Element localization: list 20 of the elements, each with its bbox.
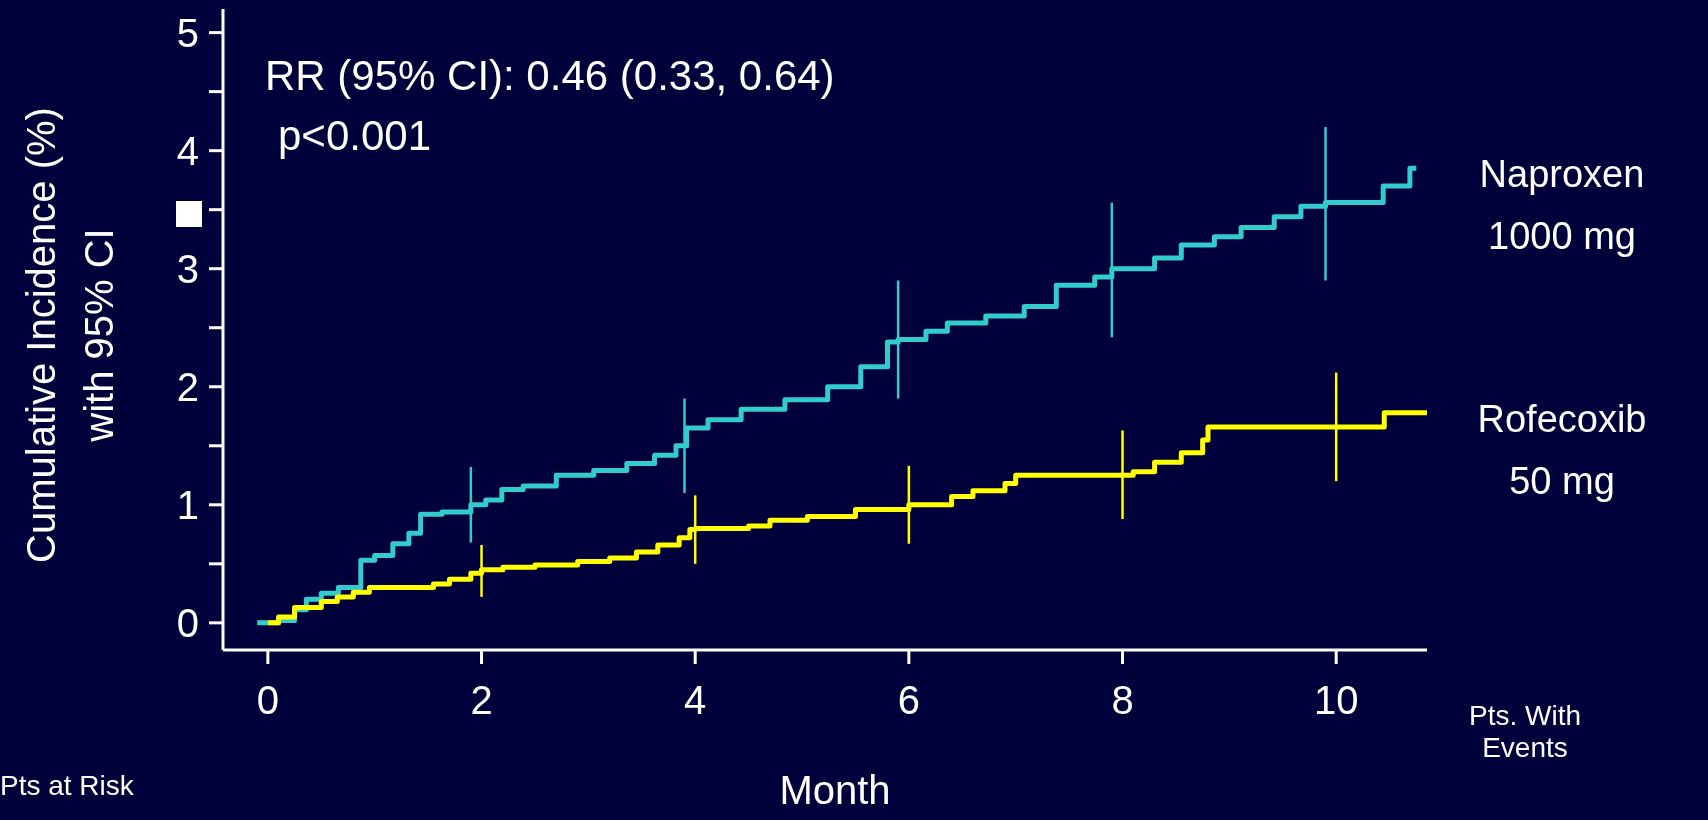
x-tick-label: 4 — [684, 678, 707, 723]
y-tick-label: 3 — [176, 246, 199, 291]
y-tick-label: 1 — [176, 483, 199, 527]
text: Pts at Risk — [0, 770, 134, 802]
y-tick-label: 5 — [176, 10, 199, 55]
x-tick-label: 2 — [470, 678, 493, 723]
series-label: Naproxen 1000 mg — [1478, 152, 1646, 260]
y-tick-label: 0 — [176, 601, 199, 646]
series-label: Rofecoxib 50 mg — [1476, 396, 1648, 504]
y-tick-label: 4 — [176, 128, 199, 173]
text: Pts. With Events — [1468, 700, 1582, 764]
annotation: p<0.001 — [278, 112, 431, 160]
x-tick-label: 0 — [256, 678, 279, 723]
x-tick-label: 6 — [897, 678, 920, 723]
y-axis-title: Cumulative Incidence (%) with 95% CI — [18, 106, 122, 565]
x-tick-label: 8 — [1111, 678, 1134, 723]
annotation: RR (95% CI): 0.46 (0.33, 0.64) — [265, 52, 835, 100]
x-tick-label: 10 — [1313, 678, 1359, 723]
x-axis-title: Month — [778, 768, 892, 813]
y-tick-label: 2 — [176, 364, 199, 409]
